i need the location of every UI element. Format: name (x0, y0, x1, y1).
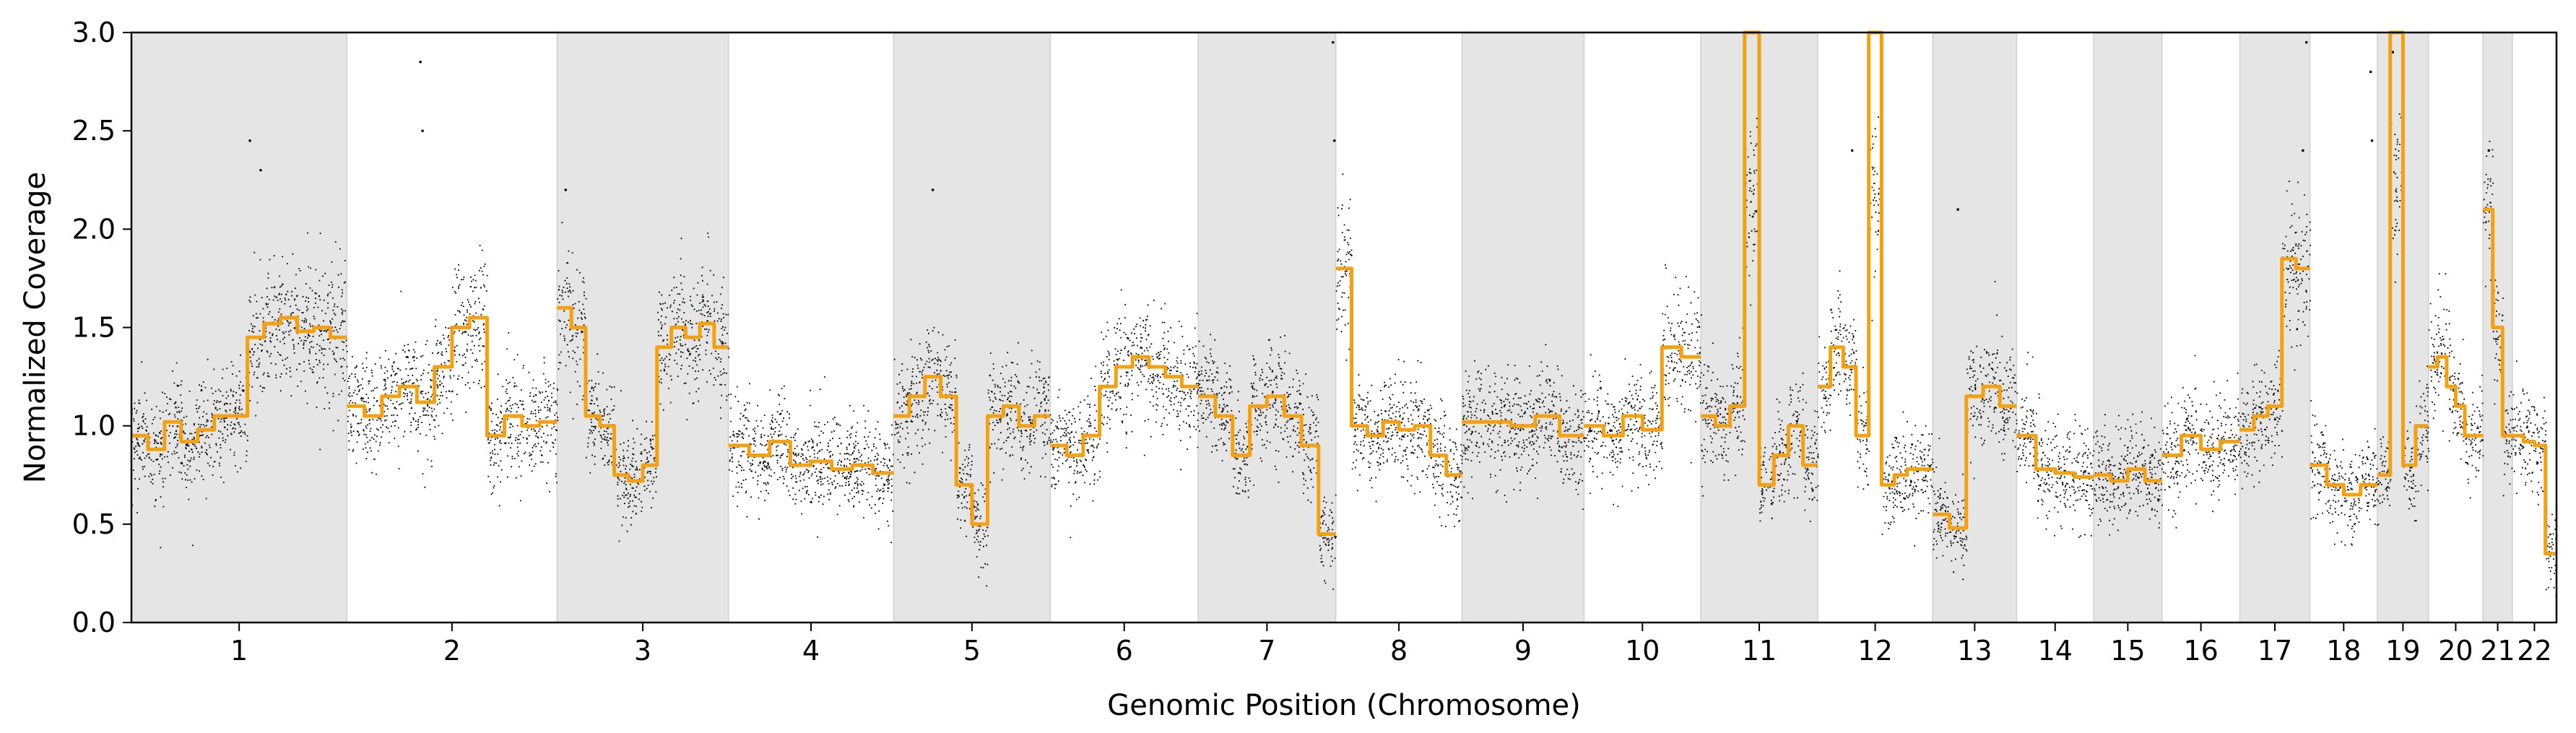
plot-frame (130, 31, 2558, 624)
segment-chr20 (2428, 355, 2484, 438)
outlier-point (1332, 139, 1336, 142)
y-tick-label: 3.0 (72, 17, 116, 48)
x-tick-label-chr7: 7 (1258, 635, 1275, 667)
segment-chr18 (2310, 463, 2377, 497)
outlier-point (248, 139, 251, 142)
x-tick-label-chr10: 10 (1625, 635, 1660, 667)
x-axis: 1 2 3 4 5 6 7 8 9 10 11 12 13 14 15 16 17 18 19 20 21 22 (230, 623, 2552, 667)
segment-chr14 (2016, 433, 2094, 479)
outlier-point (259, 168, 262, 172)
coverage-points-chr12 (1818, 99, 1934, 547)
coverage-points-chr2 (347, 245, 559, 507)
coverage-points-chr18 (2310, 400, 2378, 546)
coverage-points (131, 40, 2558, 596)
outlier-point (2370, 139, 2374, 142)
y-tick-label: 0.5 (72, 508, 116, 540)
coverage-points-chr10 (1584, 264, 1702, 508)
x-tick-label-chr22: 22 (2517, 635, 2551, 667)
x-tick-label-chr20: 20 (2438, 635, 2473, 667)
x-tick-label-chr5: 5 (963, 635, 981, 667)
segment-line (131, 30, 2557, 556)
x-tick-label-chr11: 11 (1742, 635, 1777, 667)
y-axis: 0.0 0.5 1.0 1.5 2.0 2.5 3.0 (72, 17, 131, 638)
outlier-point (931, 188, 934, 191)
x-tick-label-chr2: 2 (443, 635, 461, 667)
coverage-points-chr8 (1335, 173, 1463, 527)
x-tick-label-chr15: 15 (2110, 635, 2145, 667)
x-tick-label-chr21: 21 (2480, 635, 2515, 667)
outlier-point (2391, 51, 2395, 54)
x-tick-label-chr16: 16 (2183, 635, 2218, 667)
chromosome-band-1 (131, 32, 348, 623)
segment-chr1 (131, 316, 347, 451)
segment-chr19 (2377, 30, 2429, 477)
segment-chr16 (2161, 433, 2240, 457)
chromosome-band-9 (1461, 32, 1585, 623)
coverage-points-chr22 (2512, 360, 2558, 596)
y-tick-label: 1.0 (72, 410, 116, 442)
outlier-point (419, 61, 422, 64)
coverage-points-chr6 (1050, 289, 1200, 539)
x-tick-label-chr3: 3 (634, 635, 651, 667)
chromosome-band-15 (2093, 32, 2163, 623)
segment-chr6 (1050, 355, 1199, 457)
segment-chr8 (1335, 266, 1462, 477)
segment-chr12 (1817, 30, 1933, 487)
y-tick-label: 0.0 (72, 607, 116, 638)
outlier-point (421, 129, 424, 132)
outlier-point (2487, 149, 2491, 152)
x-tick-label-chr19: 19 (2385, 635, 2420, 667)
segment-chr5 (893, 375, 1051, 526)
segment-chr15 (2094, 467, 2162, 483)
y-tick-label: 1.5 (72, 312, 116, 344)
segment-chr11 (1701, 30, 1818, 487)
x-axis-label: Genomic Position (Chromosome) (1107, 689, 1581, 722)
x-tick-label-chr9: 9 (1514, 635, 1532, 667)
segment-chr9 (1462, 414, 1584, 438)
x-tick-label-chr18: 18 (2326, 635, 2361, 667)
segment-chr17 (2239, 256, 2310, 432)
outlier-point (1850, 149, 1854, 152)
x-tick-label-chr12: 12 (1857, 635, 1892, 667)
segment-chr10 (1584, 345, 1701, 438)
chromosome-band-5 (893, 32, 1051, 623)
segment-chr7 (1198, 394, 1336, 536)
x-tick-label-chr4: 4 (802, 635, 820, 667)
x-tick-label-chr13: 13 (1957, 635, 1992, 667)
coverage-points-chr5 (893, 326, 1051, 587)
y-axis-label: Normalized Coverage (19, 172, 52, 483)
chromosome-band-7 (1197, 32, 1337, 623)
y-tick-label: 2.5 (72, 115, 116, 147)
outlier-point (2304, 40, 2308, 44)
segment-chr21 (2483, 207, 2512, 438)
y-tick-label: 2.0 (72, 213, 116, 245)
coverage-points-chr14 (2017, 352, 2095, 538)
segment-chr13 (1933, 384, 2017, 530)
segment-chr2 (347, 316, 558, 438)
x-tick-label-chr14: 14 (2038, 635, 2073, 667)
outlier-point (1332, 40, 1335, 44)
x-tick-label-chr8: 8 (1390, 635, 1408, 667)
outlier-point (2369, 70, 2372, 74)
coverage-points-chr17 (2239, 181, 2312, 490)
segment-chr3 (557, 305, 729, 483)
x-tick-label-chr17: 17 (2258, 635, 2292, 667)
chromosome-band-17 (2239, 32, 2311, 623)
x-tick-label-chr1: 1 (230, 635, 248, 667)
segment-chr22 (2512, 433, 2557, 556)
outlier-point (1956, 208, 1959, 211)
segment-chr4 (728, 440, 894, 475)
outlier-point (2302, 149, 2304, 152)
x-tick-label-chr6: 6 (1116, 635, 1133, 667)
outlier-point (564, 188, 568, 191)
